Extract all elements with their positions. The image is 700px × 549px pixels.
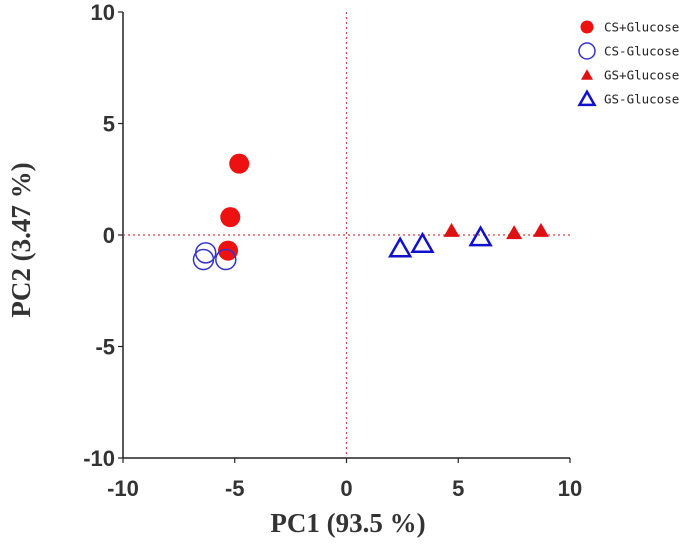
point-gs-plus-glucose xyxy=(443,222,460,237)
x-tick-label: 0 xyxy=(340,476,352,501)
x-axis-ticks: -10 -5 0 5 10 xyxy=(107,458,582,501)
legend-marker-cs-glucose xyxy=(578,42,596,60)
data-points xyxy=(192,153,549,271)
y-axis-ticks: 10 5 0 -5 -10 xyxy=(83,0,123,471)
legend-label-cs-plus-glucose: CS+Glucose xyxy=(604,20,679,35)
legend-label-gs-plus-glucose: GS+Glucose xyxy=(604,68,679,83)
y-axis-title: PC2 (3.47 %) xyxy=(6,162,36,317)
point-cs-glucose xyxy=(192,248,215,271)
y-tick-label: -5 xyxy=(95,335,115,360)
legend-marker-gs-plus-glucose xyxy=(581,69,593,80)
y-tick-label: -10 xyxy=(83,446,115,471)
x-axis-title: PC1 (93.5 %) xyxy=(270,508,425,538)
point-gs-glucose xyxy=(387,236,413,258)
x-tick-label: 5 xyxy=(452,476,464,501)
y-tick-label: 0 xyxy=(103,223,115,248)
point-cs-plus-glucose xyxy=(220,207,241,228)
point-gs-plus-glucose xyxy=(506,225,523,240)
point-gs-glucose xyxy=(410,231,435,254)
x-tick-label: -10 xyxy=(107,476,139,501)
y-tick-label: 5 xyxy=(103,112,115,137)
point-gs-glucose xyxy=(468,225,493,247)
x-tick-label: 10 xyxy=(558,476,582,501)
y-tick-label: 10 xyxy=(91,0,115,25)
legend: CS+Glucose CS-Glucose GS+Glucose GS-Glucose xyxy=(577,20,679,107)
legend-label-cs-glucose: CS-Glucose xyxy=(604,44,679,59)
point-cs-plus-glucose xyxy=(229,153,250,174)
legend-marker-cs-plus-glucose xyxy=(580,20,594,34)
point-cs-glucose xyxy=(215,248,237,271)
legend-marker-gs-glucose xyxy=(577,89,597,107)
x-tick-label: -5 xyxy=(225,476,245,501)
legend-label-gs-glucose: GS-Glucose xyxy=(604,92,679,107)
reference-lines xyxy=(123,12,570,458)
point-cs-plus-glucose xyxy=(218,240,239,261)
point-gs-plus-glucose xyxy=(532,222,549,237)
